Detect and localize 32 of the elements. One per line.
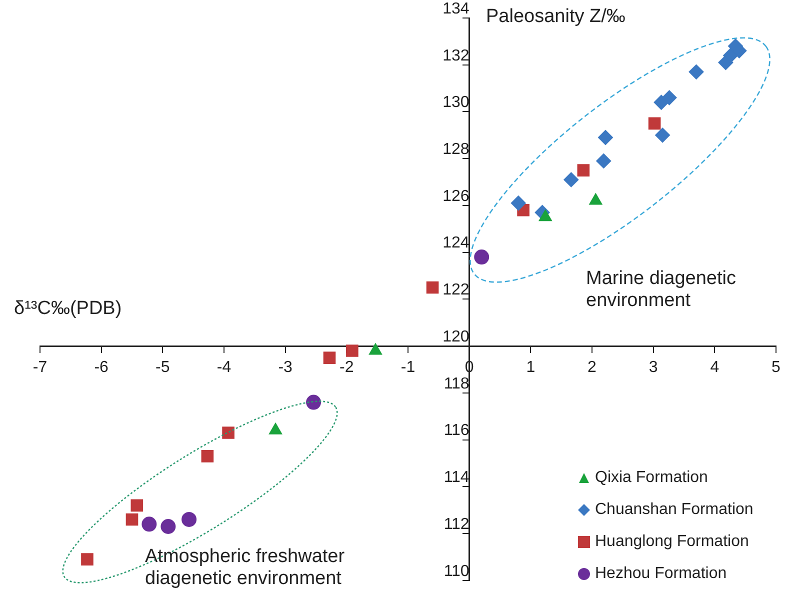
- x-tick-label: 4: [710, 359, 720, 376]
- x-tick-label: -2: [340, 359, 354, 376]
- y-tick-label: 118: [444, 375, 470, 392]
- y-tick-label: 132: [442, 47, 470, 64]
- y-tick-label: 110: [444, 562, 470, 580]
- x-tick-label: -6: [94, 359, 109, 376]
- x-tick-label: 2: [588, 359, 597, 376]
- x-tick-label: -3: [278, 359, 293, 376]
- x-tick-label: -4: [216, 359, 232, 376]
- x-tick-label: -1: [400, 359, 416, 376]
- legend-label: Chuanshan Formation: [595, 501, 754, 519]
- legend-label: Huanglong Formation: [595, 533, 749, 551]
- y-tick-label: 124: [442, 234, 470, 252]
- annotation: Marine diagenetic environment: [586, 268, 737, 312]
- y-tick-label: 122: [442, 282, 470, 299]
- y-tick-label: 130: [442, 94, 470, 112]
- x-tick-label: -5: [156, 359, 170, 376]
- y-tick-label: 120: [442, 328, 470, 346]
- x-tick-label: 1: [526, 359, 536, 376]
- x-tick-label: -7: [32, 359, 48, 376]
- y-tick-label: 134: [442, 0, 470, 18]
- y-tick-label: 126: [442, 188, 470, 205]
- y-tick-label: 128: [442, 141, 470, 158]
- x-axis-title: δ¹³C‰(PDB): [14, 298, 122, 320]
- legend-label: Qixia Formation: [595, 469, 708, 487]
- y-tick-label: 116: [444, 422, 470, 440]
- y-axis-title: Paleosanity Z/‰: [486, 6, 626, 28]
- x-tick-label: 5: [772, 359, 781, 376]
- y-tick-label: 114: [444, 469, 470, 486]
- legend-label: Hezhou Formation: [595, 565, 727, 583]
- y-tick-label: 112: [444, 516, 470, 533]
- x-tick-label: 3: [648, 359, 658, 376]
